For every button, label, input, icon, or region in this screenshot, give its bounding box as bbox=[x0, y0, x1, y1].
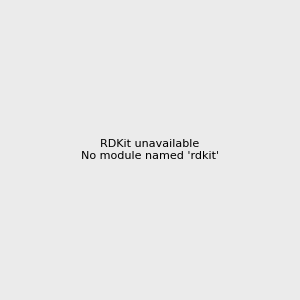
Text: RDKit unavailable
No module named 'rdkit': RDKit unavailable No module named 'rdkit… bbox=[81, 139, 219, 161]
